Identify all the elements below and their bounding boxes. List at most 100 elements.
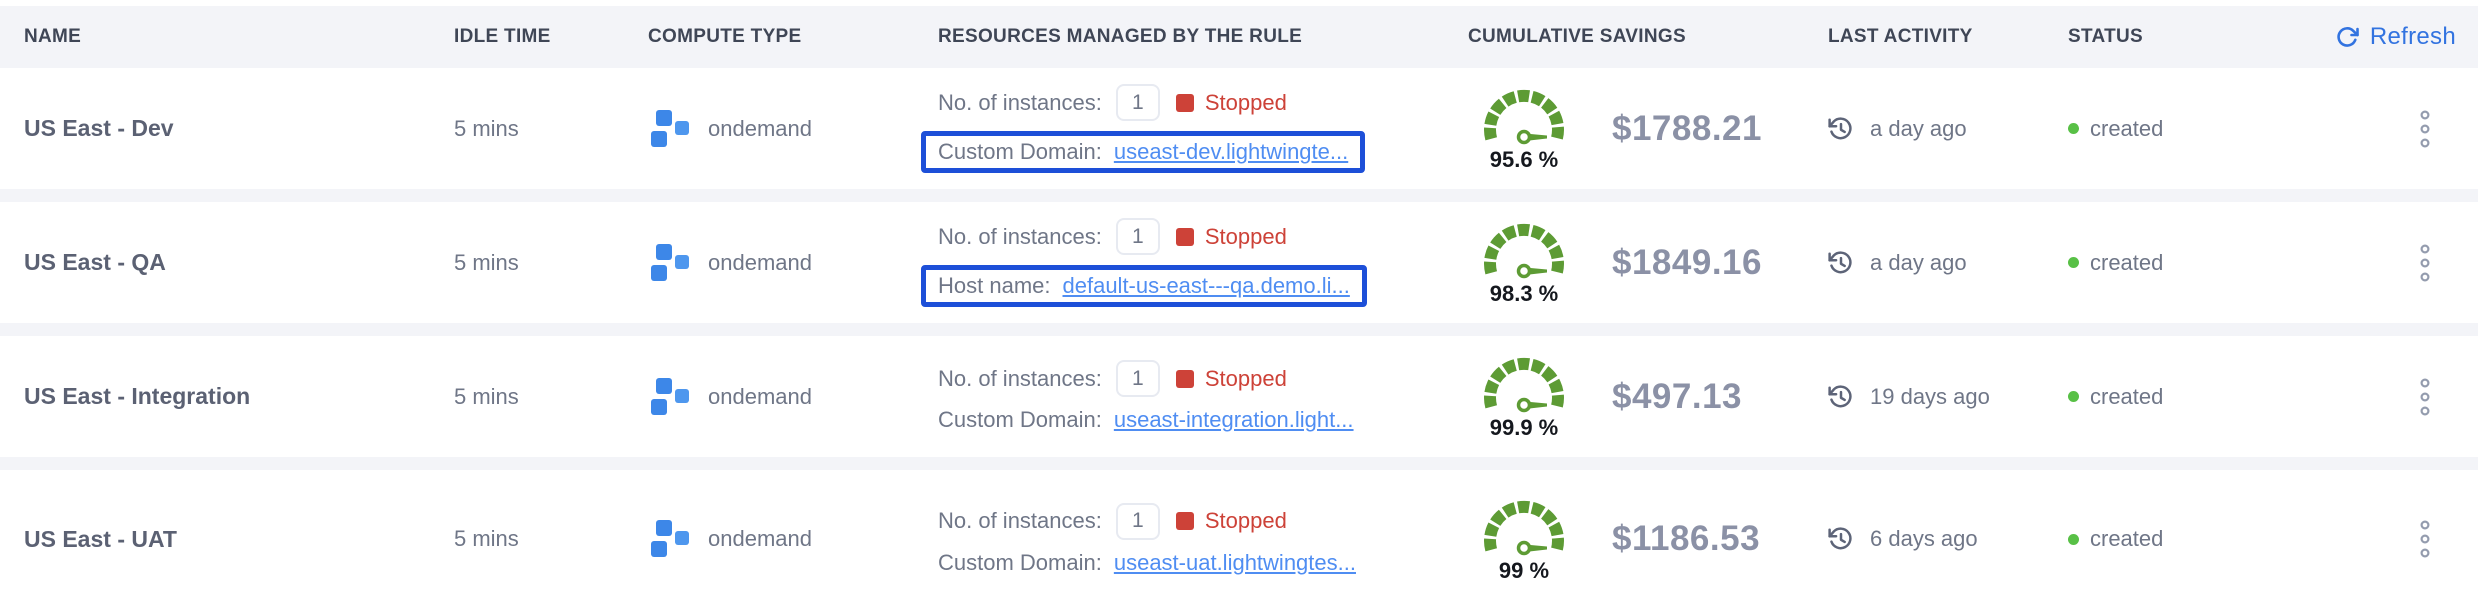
instances-label: No. of instances: [938,223,1102,249]
column-header-resources: RESOURCES MANAGED BY THE RULE [938,26,1303,47]
resource-link-line: Custom Domain: useast-uat.lightwingtes..… [938,550,1356,576]
kebab-menu-icon [2420,109,2430,147]
savings-amount: $497.13 [1612,376,1743,416]
compute-blocks-icon [648,376,692,418]
savings-amount: $1186.53 [1612,519,1761,558]
savings-amount: $1849.16 [1612,242,1762,282]
instance-state: Stopped [1175,223,1287,250]
stopped-state-icon [1175,93,1194,112]
status-value: created [2090,526,2164,551]
resource-link[interactable]: useast-uat.lightwingtes... [1113,549,1356,575]
compute-blocks-icon [648,518,692,560]
row-divider [0,189,2478,202]
rule-name: US East - Dev [24,115,174,141]
resource-label: Custom Domain: [938,407,1102,432]
instance-state-label: Stopped [1204,223,1287,249]
gauge-icon [1474,218,1574,280]
rule-name: US East - QA [24,249,166,275]
resource-link-line-highlighted: Host name: default-us-east---qa.demo.li.… [921,265,1367,307]
stopped-state-icon [1175,227,1194,246]
column-header-last-activity: LAST ACTIVITY [1828,26,1973,47]
gauge-icon [1474,495,1574,557]
instance-state-label: Stopped [1204,89,1287,115]
status-dot-icon [2068,257,2079,268]
column-header-status: STATUS [2068,26,2143,47]
resource-link[interactable]: default-us-east---qa.demo.li... [1062,273,1350,298]
stopped-state-icon [1175,512,1194,530]
compute-type-value: ondemand [708,526,812,551]
instance-state: Stopped [1175,508,1287,534]
resource-link-line-highlighted: Custom Domain: useast-dev.lightwingte... [921,131,1366,173]
row-divider [0,323,2478,336]
row-actions-kebab-menu[interactable] [2418,519,2432,559]
table-row: US East - UAT 5 mins ondemand No. of ins… [0,470,2478,608]
instances-label: No. of instances: [938,89,1102,115]
refresh-button[interactable]: Refresh [2335,23,2478,51]
kebab-menu-icon [2420,244,2430,281]
column-header-name: NAME [24,26,82,47]
instances-line: No. of instances: 1 Stopped [938,360,1287,397]
compute-type-value: ondemand [708,383,812,409]
resource-link-line: Custom Domain: useast-integration.light.… [938,407,1354,433]
column-header-cumulative-savings: CUMULATIVE SAVINGS [1468,26,1686,47]
instance-count-badge: 1 [1115,360,1160,397]
gauge-icon [1474,84,1574,146]
last-activity-value: a day ago [1870,115,1967,141]
savings-percent: 99 % [1498,557,1550,583]
compute-blocks-icon [648,242,692,284]
status-value: created [2090,115,2164,141]
savings-amount: $1788.21 [1612,108,1762,148]
instance-count-badge: 1 [1115,502,1160,540]
instances-line: No. of instances: 1 Stopped [938,84,1287,121]
resource-link[interactable]: useast-integration.light... [1113,407,1354,432]
savings-gauge: 99 % [1468,495,1580,584]
resource-label: Host name: [938,273,1051,298]
history-clock-icon [1828,250,1852,273]
status-value: created [2090,383,2164,409]
table-row: US East - QA 5 mins ondemand No. of inst… [0,202,2478,323]
column-header-compute-type: COMPUTE TYPE [648,26,802,47]
top-strip [0,0,2478,6]
idle-time-value: 5 mins [454,526,519,551]
savings-gauge: 98.3 % [1468,218,1580,307]
row-actions-kebab-menu[interactable] [2418,377,2432,417]
last-activity-value: 6 days ago [1870,526,1978,551]
instance-state-label: Stopped [1204,365,1287,391]
status-dot-icon [2068,533,2079,545]
savings-percent: 99.9 % [1489,415,1559,440]
kebab-menu-icon [2420,520,2430,558]
compute-type-value: ondemand [708,115,812,141]
last-activity-value: 19 days ago [1870,383,1990,409]
table-row: US East - Integration 5 mins ondemand No… [0,336,2478,457]
savings-percent: 98.3 % [1489,281,1559,306]
column-header-idle-time: IDLE TIME [454,26,551,47]
status-value: created [2090,249,2164,275]
row-actions-kebab-menu[interactable] [2418,109,2432,149]
instance-state: Stopped [1175,365,1287,392]
instance-state: Stopped [1175,89,1287,116]
table-header: NAME IDLE TIME COMPUTE TYPE RESOURCES MA… [0,6,2478,68]
instance-count-badge: 1 [1115,218,1160,255]
rule-name: US East - UAT [24,525,177,552]
rule-name: US East - Integration [24,383,251,409]
resource-label: Custom Domain: [938,139,1102,164]
table-row: US East - Dev 5 mins ondemand No. of ins… [0,68,2478,189]
idle-time-value: 5 mins [454,383,519,409]
resource-link[interactable]: useast-dev.lightwingte... [1113,139,1349,164]
compute-type-value: ondemand [708,249,812,275]
savings-gauge: 99.9 % [1468,352,1580,441]
savings-percent: 95.6 % [1489,147,1559,172]
row-divider [0,457,2478,470]
savings-gauge: 95.6 % [1468,84,1580,173]
status-dot-icon [2068,123,2079,134]
instance-state-label: Stopped [1204,508,1287,533]
gauge-icon [1474,352,1574,414]
row-actions-kebab-menu[interactable] [2418,243,2432,283]
refresh-icon [2337,26,2359,47]
idle-time-value: 5 mins [454,115,519,141]
kebab-menu-icon [2420,378,2430,415]
instances-line: No. of instances: 1 Stopped [938,502,1287,540]
compute-blocks-icon [648,108,692,150]
status-dot-icon [2068,391,2079,402]
